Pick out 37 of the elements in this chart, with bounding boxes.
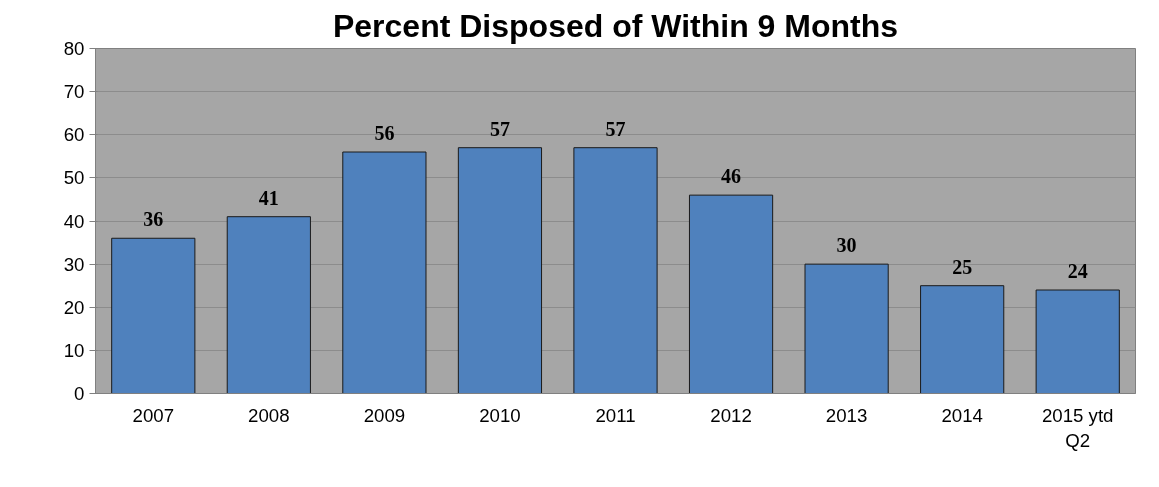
x-tick-label: 2010 — [479, 404, 521, 426]
x-tick-label: 2011 — [595, 404, 636, 426]
data-label: 24 — [1067, 260, 1088, 282]
y-tick-label: 0 — [74, 383, 85, 404]
y-tick-label: 70 — [63, 81, 85, 103]
bar — [111, 237, 196, 394]
data-label: 41 — [258, 186, 279, 209]
data-label: 57 — [489, 117, 510, 140]
x-tick-label: 2008 — [248, 404, 290, 426]
bar — [688, 194, 774, 394]
x-tick-label: 2014 — [941, 404, 983, 426]
data-label: 25 — [952, 255, 973, 278]
bar — [920, 285, 1005, 394]
data-label: 57 — [605, 117, 626, 140]
data-label: 56 — [374, 122, 395, 144]
bar — [804, 263, 889, 394]
y-tick-label: 60 — [63, 124, 85, 146]
x-tick-label: 2015 ytd Q2 — [1041, 404, 1114, 451]
y-tick-label: 20 — [63, 296, 85, 318]
x-tick-label: 2012 — [710, 404, 752, 426]
bar — [573, 147, 658, 394]
bar — [226, 216, 311, 394]
bar — [342, 151, 427, 394]
x-tick-label: 2013 — [825, 404, 868, 426]
data-label: 46 — [721, 165, 742, 188]
data-label: 36 — [143, 208, 164, 231]
y-tick-label: 50 — [63, 167, 85, 189]
y-tick-label: 10 — [63, 339, 85, 361]
x-tick-label: 2009 — [363, 404, 406, 426]
y-tick-label: 30 — [63, 253, 85, 275]
data-label: 30 — [836, 234, 857, 257]
bar — [457, 147, 543, 394]
y-tick-label: 40 — [63, 210, 85, 232]
bar — [1035, 289, 1120, 394]
y-tick-label: 80 — [63, 38, 85, 59]
chart-title: Percent Disposed of Within 9 Months — [332, 7, 899, 44]
x-tick-label: 2007 — [132, 404, 175, 426]
